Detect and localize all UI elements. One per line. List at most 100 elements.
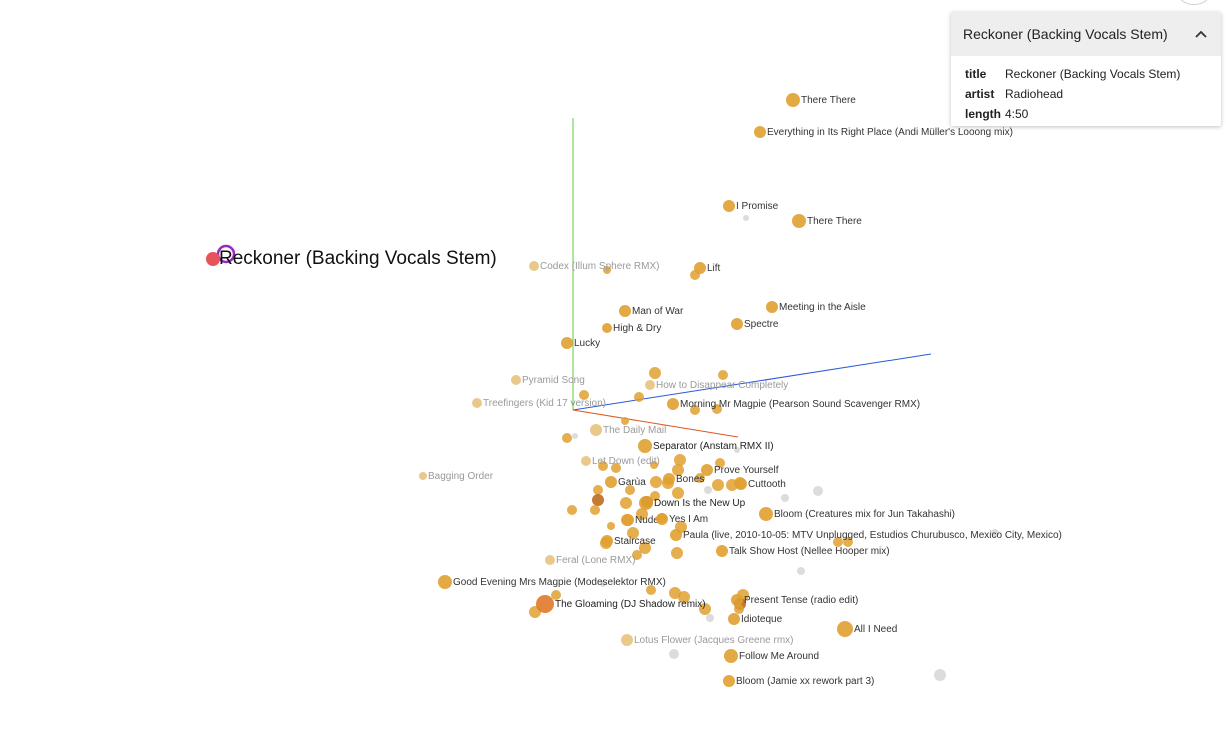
- song-point[interactable]: [529, 261, 539, 271]
- song-point[interactable]: [670, 529, 682, 541]
- song-label: Separator (Anstam RMX II): [653, 441, 774, 452]
- data-point: [592, 494, 604, 506]
- song-label: Yes I Am: [669, 514, 708, 525]
- song-point[interactable]: [667, 398, 679, 410]
- data-point: [627, 527, 639, 539]
- song-point[interactable]: [723, 200, 735, 212]
- song-point[interactable]: [728, 613, 740, 625]
- song-label: Nude: [635, 515, 659, 526]
- data-point: [690, 405, 700, 415]
- song-label: There There: [807, 216, 862, 227]
- z-axis-line: [572, 353, 932, 411]
- song-point[interactable]: [638, 439, 652, 453]
- song-label: Codex (Illum Sphere RMX): [540, 261, 659, 272]
- data-point: [593, 485, 603, 495]
- song-points: There There Everything in Its Right Place…: [419, 93, 1062, 687]
- song-label: Follow Me Around: [739, 651, 819, 662]
- song-label: High & Dry: [613, 323, 661, 334]
- song-label: I Promise: [736, 201, 779, 212]
- song-point[interactable]: [601, 535, 613, 547]
- song-point[interactable]: [419, 472, 427, 480]
- song-point[interactable]: [561, 337, 573, 349]
- song-label: Present Tense (radio edit): [744, 595, 858, 606]
- song-point[interactable]: [754, 126, 766, 138]
- data-point: [718, 370, 728, 380]
- song-point[interactable]: [724, 649, 738, 663]
- x-axis-line: [572, 409, 739, 438]
- song-label: Prove Yourself: [714, 465, 779, 476]
- song-point[interactable]: [645, 380, 655, 390]
- data-point: [813, 486, 823, 496]
- song-point[interactable]: [602, 323, 612, 333]
- song-label: Lucky: [574, 338, 600, 349]
- info-panel-header[interactable]: Reckoner (Backing Vocals Stem): [951, 12, 1221, 56]
- song-point[interactable]: [792, 214, 806, 228]
- song-point[interactable]: [723, 675, 735, 687]
- song-point[interactable]: [735, 478, 747, 490]
- info-value: Radiohead: [1005, 87, 1064, 101]
- info-row-length: length 4:50: [965, 104, 1207, 124]
- song-label: Bagging Order: [428, 471, 494, 482]
- song-point[interactable]: [786, 93, 800, 107]
- data-point: [567, 505, 577, 515]
- song-label: The Gloaming (DJ Shadow remix): [555, 599, 706, 610]
- song-point[interactable]: [656, 513, 668, 525]
- data-point: [598, 461, 608, 471]
- data-point: [634, 392, 644, 402]
- data-point: [600, 581, 606, 587]
- song-label: Staircase: [614, 536, 656, 547]
- song-point[interactable]: [619, 305, 631, 317]
- song-label: Man of War: [632, 306, 684, 317]
- selected-point-halo: [216, 244, 236, 264]
- data-point: [620, 497, 632, 509]
- song-point[interactable]: [545, 555, 555, 565]
- data-point: [636, 508, 648, 520]
- song-label: Let Down (edit): [592, 456, 660, 467]
- song-point[interactable]: [639, 496, 653, 510]
- song-point[interactable]: [837, 621, 853, 637]
- song-point[interactable]: [731, 594, 743, 606]
- song-point[interactable]: [438, 575, 452, 589]
- song-point[interactable]: [731, 318, 743, 330]
- song-point[interactable]: [716, 545, 728, 557]
- info-value: Reckoner (Backing Vocals Stem): [1005, 67, 1181, 81]
- song-label: Everything in Its Right Place (Andi Müll…: [767, 127, 1013, 138]
- info-panel-body: title Reckoner (Backing Vocals Stem) art…: [951, 56, 1221, 132]
- song-point[interactable]: [511, 375, 521, 385]
- song-point[interactable]: [590, 424, 602, 436]
- selected-point-group[interactable]: Reckoner (Backing Vocals Stem): [206, 244, 497, 269]
- song-point[interactable]: [759, 507, 773, 521]
- data-point: [734, 604, 744, 614]
- song-point[interactable]: [622, 514, 634, 526]
- info-row-artist: artist Radiohead: [965, 84, 1207, 104]
- song-point[interactable]: [621, 634, 633, 646]
- song-label: Good Evening Mrs Magpie (Modeselektor RM…: [453, 577, 666, 588]
- data-point: [674, 454, 686, 466]
- song-point[interactable]: [472, 398, 482, 408]
- song-point[interactable]: [701, 464, 713, 476]
- selected-point[interactable]: [206, 252, 220, 266]
- song-label: Lift: [707, 263, 721, 274]
- info-panel-title: Reckoner (Backing Vocals Stem): [963, 26, 1168, 42]
- song-point[interactable]: [605, 476, 617, 488]
- data-point: [781, 494, 789, 502]
- song-point[interactable]: [536, 595, 554, 613]
- data-point: [734, 447, 740, 453]
- data-point: [611, 463, 621, 473]
- info-row-title: title Reckoner (Backing Vocals Stem): [965, 64, 1207, 84]
- song-point[interactable]: [766, 301, 778, 313]
- song-point[interactable]: [694, 262, 706, 274]
- data-point: [934, 669, 946, 681]
- data-point: [712, 404, 722, 414]
- data-point: [671, 547, 683, 559]
- data-point: [650, 461, 658, 469]
- info-key: title: [965, 67, 987, 81]
- data-point: [562, 433, 572, 443]
- song-point[interactable]: [581, 456, 591, 466]
- song-label: Paula (live, 2010-10-05: MTV Unplugged, …: [683, 530, 1062, 541]
- data-point: [579, 390, 589, 400]
- song-point[interactable]: [663, 473, 675, 485]
- selected-point-label: Reckoner (Backing Vocals Stem): [219, 248, 497, 269]
- chevron-up-icon[interactable]: [1193, 26, 1209, 42]
